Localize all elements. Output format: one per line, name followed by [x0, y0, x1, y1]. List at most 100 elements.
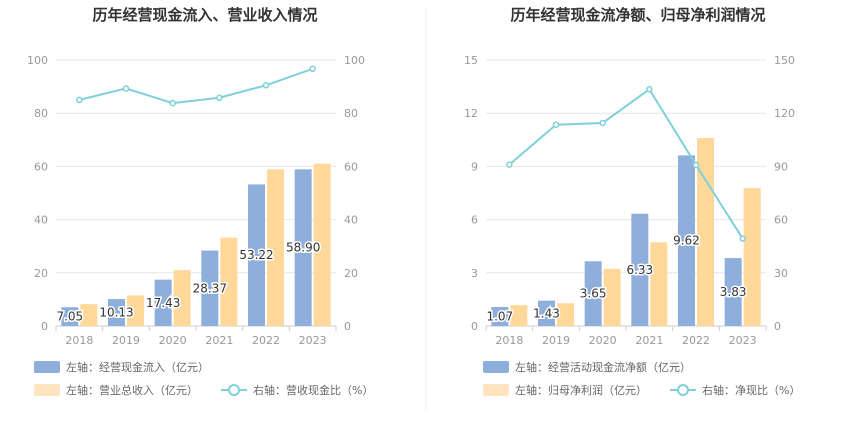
bar-secondary	[743, 188, 761, 326]
legend-swatch	[483, 361, 509, 373]
legend-swatch	[483, 384, 509, 396]
x-tick-label: 2022	[252, 334, 280, 347]
legend-label: 左轴：营业总收入（亿元）	[66, 383, 198, 397]
right-tick-label: 100	[344, 54, 365, 67]
data-label: 53.22	[239, 248, 273, 262]
ratio-point	[122, 85, 130, 92]
chart-title: 历年经营现金流入、营业收入情况	[92, 6, 317, 24]
data-label: 1.43	[533, 306, 560, 320]
ratio-point	[76, 96, 83, 104]
cash-inflow-revenue-chart: 历年经营现金流入、营业收入情况 0 20 40 60 80 100 0 20 40 60 80 10…	[27, 6, 373, 397]
data-label: 58.90	[286, 241, 320, 255]
bar-secondary	[220, 237, 238, 326]
left-tick-label: 6	[471, 214, 478, 227]
data-label: 1.07	[486, 310, 513, 324]
legend: 左轴：经营活动现金流净额（亿元） 左轴：归母净利润（亿元） 右轴：净现比（%）	[483, 360, 800, 397]
ratio-point	[309, 65, 316, 73]
x-axis: 2018 2019 2020 2021 2022 2023	[55, 326, 337, 347]
net-cashflow-profit-chart: 历年经营现金流净额、归母净利润情况 0 3 6 9 12 15 0 30 60 90 120 150…	[464, 6, 800, 397]
x-tick-label: 2021	[205, 334, 233, 347]
ratio-line	[506, 86, 746, 242]
right-axis: 0 30 60 90 120 150	[774, 54, 795, 333]
bars	[61, 163, 331, 326]
bar-secondary	[313, 163, 331, 326]
bar-secondary	[510, 305, 528, 326]
bar-primary	[61, 307, 79, 326]
legend-swatch	[34, 361, 60, 373]
legend-item-net-ratio[interactable]: 右轴：净现比（%）	[670, 383, 800, 397]
x-tick-label: 2020	[159, 334, 187, 347]
ratio-line-path	[79, 67, 313, 105]
legend-item-net-profit[interactable]: 左轴：归母净利润（亿元）	[483, 383, 647, 397]
right-tick-label: 20	[344, 267, 358, 280]
ratio-point	[552, 121, 560, 128]
right-tick-label: 30	[774, 267, 788, 280]
right-tick-label: 150	[774, 54, 795, 67]
left-tick-label: 0	[471, 320, 478, 333]
ratio-line-path	[508, 87, 744, 240]
x-tick-label: 2023	[299, 334, 327, 347]
legend-item-cash-inflow[interactable]: 左轴：经营现金流入（亿元）	[34, 360, 209, 374]
right-tick-label: 60	[344, 160, 358, 173]
legend-item-revenue[interactable]: 左轴：营业总收入（亿元）	[34, 383, 198, 397]
legend-item-net-cashflow[interactable]: 左轴：经营活动现金流净额（亿元）	[483, 360, 691, 374]
bar-primary	[201, 250, 219, 326]
right-tick-label: 90	[774, 160, 788, 173]
bar-primary	[631, 213, 649, 326]
legend-marker	[228, 384, 240, 396]
left-tick-label: 15	[464, 54, 478, 67]
bar-secondary	[173, 270, 191, 326]
x-tick-label: 2019	[542, 334, 570, 347]
data-label: 3.83	[720, 285, 747, 299]
data-label: 6.33	[626, 263, 653, 277]
bar-primary	[154, 279, 172, 326]
left-tick-label: 40	[34, 214, 48, 227]
legend: 左轴：经营现金流入（亿元） 左轴：营业总收入（亿元） 右轴：营收现金比（%）	[34, 360, 373, 397]
bar-secondary	[557, 303, 574, 326]
bar-primary	[294, 169, 312, 326]
right-tick-label: 0	[344, 320, 351, 333]
data-label: 28.37	[193, 281, 227, 295]
x-tick-label: 2018	[65, 334, 93, 347]
x-tick-label: 2019	[112, 334, 140, 347]
legend-marker	[677, 384, 689, 396]
x-tick-label: 2021	[635, 334, 663, 347]
ratio-point	[599, 119, 606, 127]
right-tick-label: 40	[344, 214, 358, 227]
legend-label: 左轴：归母净利润（亿元）	[515, 383, 647, 397]
data-label: 9.62	[673, 234, 700, 248]
bar-primary	[491, 307, 509, 326]
x-tick-label: 2018	[495, 334, 523, 347]
bar-secondary	[603, 268, 621, 326]
data-label: 7.05	[56, 310, 83, 324]
left-tick-label: 60	[34, 160, 48, 173]
left-axis: 0 3 6 9 12 15	[464, 54, 478, 333]
bar-secondary	[80, 304, 98, 326]
bar-secondary	[697, 138, 714, 326]
ratio-point	[646, 86, 653, 93]
bar-primary	[108, 299, 125, 326]
x-tick-label: 2022	[682, 334, 710, 347]
bar-secondary	[650, 242, 668, 326]
legend-item-ratio[interactable]: 右轴：营收现金比（%）	[221, 383, 373, 397]
left-tick-label: 9	[471, 160, 478, 173]
chart-title: 历年经营现金流净额、归母净利润情况	[510, 6, 765, 24]
legend-swatch	[34, 384, 60, 396]
ratio-point	[216, 94, 223, 102]
legend-label: 右轴：净现比（%）	[702, 383, 800, 397]
bar-primary	[538, 300, 555, 326]
data-label: 17.43	[146, 296, 180, 310]
x-tick-label: 2020	[589, 334, 617, 347]
right-tick-label: 60	[774, 214, 788, 227]
data-labels: 1.07 1.43 3.65 6.33 9.62 3.83	[485, 232, 748, 325]
ratio-point	[262, 82, 270, 89]
bar-secondary	[127, 295, 144, 326]
right-tick-label: 80	[344, 107, 358, 120]
left-tick-label: 20	[34, 267, 48, 280]
left-tick-label: 0	[41, 320, 48, 333]
bar-primary	[724, 258, 742, 326]
bar-secondary	[267, 169, 284, 326]
data-labels: 7.05 10.13 17.43 28.37 53.22 58.90	[55, 239, 322, 325]
